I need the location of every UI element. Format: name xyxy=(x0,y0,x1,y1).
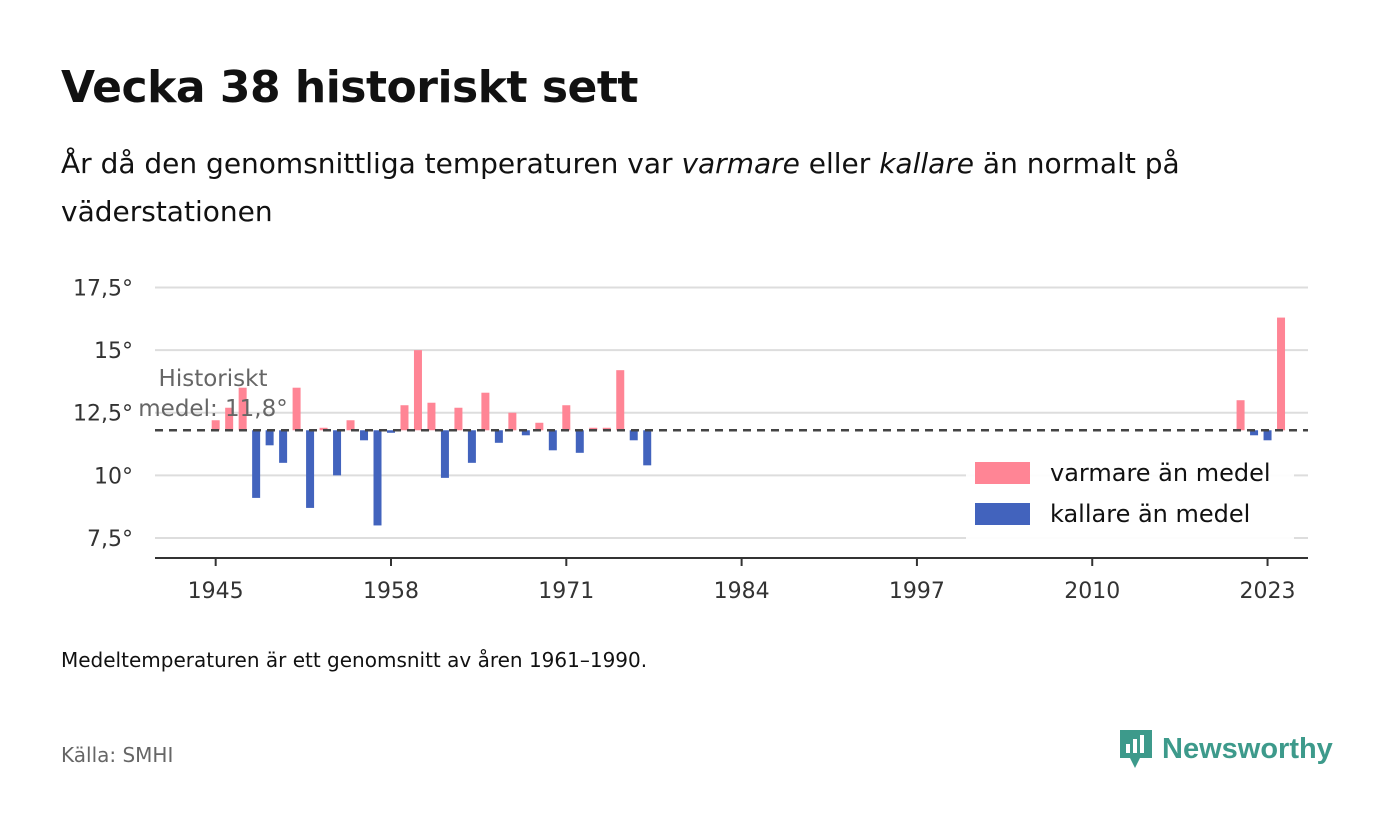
subtitle-part-2: eller xyxy=(799,147,880,180)
bar xyxy=(1263,430,1272,441)
legend-swatch-warm xyxy=(975,462,1030,484)
bar xyxy=(602,427,611,431)
x-tick-label: 2010 xyxy=(1064,579,1120,604)
subtitle-part-3: än normalt på väderstationen xyxy=(61,147,1180,228)
bar xyxy=(1236,400,1245,431)
bar xyxy=(535,422,544,431)
y-tick-label: 12,5° xyxy=(73,402,133,427)
x-tick-label: 1971 xyxy=(538,579,594,604)
bar xyxy=(629,430,638,441)
bar xyxy=(306,430,315,508)
bar xyxy=(440,430,449,478)
legend: varmare än medel kallare än medel xyxy=(966,452,1294,540)
bar xyxy=(467,430,476,463)
y-axis-ticks: 7,5° 10° 12,5° 15° 17,5° xyxy=(73,277,133,552)
legend-label-warm: varmare än medel xyxy=(1050,459,1271,487)
bar xyxy=(643,430,652,466)
bar xyxy=(616,370,625,431)
x-axis: 1945 1958 1971 1984 1997 2010 2023 xyxy=(155,557,1308,604)
newsworthy-logo-icon xyxy=(1120,730,1152,768)
y-tick-label: 10° xyxy=(94,464,133,489)
bar xyxy=(481,392,490,431)
chart-title: Vecka 38 historiskt sett xyxy=(61,62,638,113)
y-tick-label: 7,5° xyxy=(87,527,133,552)
bar xyxy=(265,430,274,446)
bar xyxy=(333,430,342,476)
source-text: Källa: SMHI xyxy=(61,743,174,767)
bar xyxy=(373,430,382,526)
brand-logo: Newsworthy xyxy=(1118,728,1333,770)
bar xyxy=(346,420,355,431)
bar xyxy=(400,405,409,431)
x-tick-label: 1984 xyxy=(714,579,770,604)
bar xyxy=(494,430,503,443)
bar xyxy=(589,427,598,431)
bar xyxy=(319,427,328,431)
bar xyxy=(413,350,422,431)
bar xyxy=(225,407,234,431)
y-tick-label: 15° xyxy=(94,339,133,364)
x-tick-label: 1997 xyxy=(889,579,945,604)
brand-name: Newsworthy xyxy=(1162,732,1333,765)
bar xyxy=(279,430,288,463)
bar xyxy=(1250,430,1259,436)
bar xyxy=(427,402,436,431)
subtitle-warm-word: varmare xyxy=(681,147,800,180)
baseline-annotation: Historiskt medel: 11,8° xyxy=(138,366,287,422)
x-tick-label: 1958 xyxy=(363,579,419,604)
bar xyxy=(238,387,247,431)
chart-subtitle: År då den genomsnittliga temperaturen va… xyxy=(61,140,1321,236)
bar xyxy=(211,420,220,431)
footnote: Medeltemperaturen är ett genomsnitt av å… xyxy=(61,648,648,672)
bar xyxy=(575,430,584,453)
subtitle-part-1: År då den genomsnittliga temperaturen va… xyxy=(61,147,682,180)
bar xyxy=(548,430,557,451)
baseline-label-line1: Historiskt xyxy=(159,366,268,392)
bar xyxy=(292,387,301,431)
baseline-label-line2: medel: 11,8° xyxy=(138,396,287,422)
bar xyxy=(252,430,261,498)
x-tick-label: 1945 xyxy=(188,579,244,604)
bars xyxy=(211,317,1286,526)
bar xyxy=(521,430,530,436)
x-tick-label: 2023 xyxy=(1240,579,1296,604)
y-tick-label: 17,5° xyxy=(73,277,133,302)
bar xyxy=(508,412,517,431)
bar xyxy=(454,407,463,431)
bar xyxy=(562,405,571,431)
legend-swatch-cold xyxy=(975,503,1030,525)
bar xyxy=(360,430,369,441)
legend-label-cold: kallare än medel xyxy=(1050,500,1250,528)
subtitle-cold-word: kallare xyxy=(879,147,975,180)
bar xyxy=(386,430,395,433)
bar xyxy=(1277,317,1286,431)
